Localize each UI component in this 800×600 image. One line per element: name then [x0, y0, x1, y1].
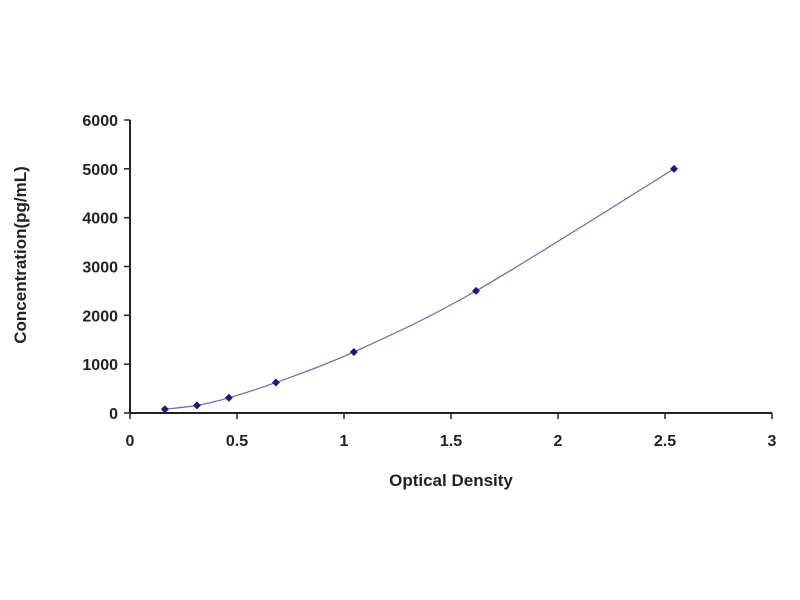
- data-point: [472, 286, 481, 295]
- x-tick-label: 1: [340, 433, 349, 450]
- data-point: [160, 405, 169, 414]
- x-tick-label: 2: [554, 433, 563, 450]
- data-point: [192, 401, 201, 410]
- data-point: [224, 393, 233, 402]
- x-tick-label: 0: [126, 433, 135, 450]
- y-tick-labels: 0 1000 2000 3000 4000 5000 6000: [82, 113, 118, 423]
- y-tick-label: 2000: [82, 308, 118, 325]
- x-tick-label: 2.5: [654, 433, 676, 450]
- x-tick-labels: 0 0.5 1 1.5 2 2.5 3: [126, 433, 777, 450]
- x-tick-label: 0.5: [226, 433, 248, 450]
- y-tick-label: 0: [109, 406, 118, 423]
- data-point: [669, 164, 678, 173]
- y-tick-label: 5000: [82, 162, 118, 179]
- x-axis-label: Optical Density: [389, 471, 513, 490]
- y-tick-label: 4000: [82, 211, 118, 228]
- axes: [124, 119, 773, 419]
- data-points: [160, 164, 678, 414]
- x-tick-label: 3: [768, 433, 777, 450]
- y-tick-label: 1000: [82, 357, 118, 374]
- y-tick-label: 3000: [82, 260, 118, 277]
- fit-curve: [164, 168, 675, 410]
- data-point: [349, 347, 358, 356]
- y-axis-label: Concentration(pg/mL): [11, 166, 30, 344]
- data-point: [271, 378, 280, 387]
- y-tick-label: 6000: [82, 113, 118, 130]
- x-tick-label: 1.5: [440, 433, 462, 450]
